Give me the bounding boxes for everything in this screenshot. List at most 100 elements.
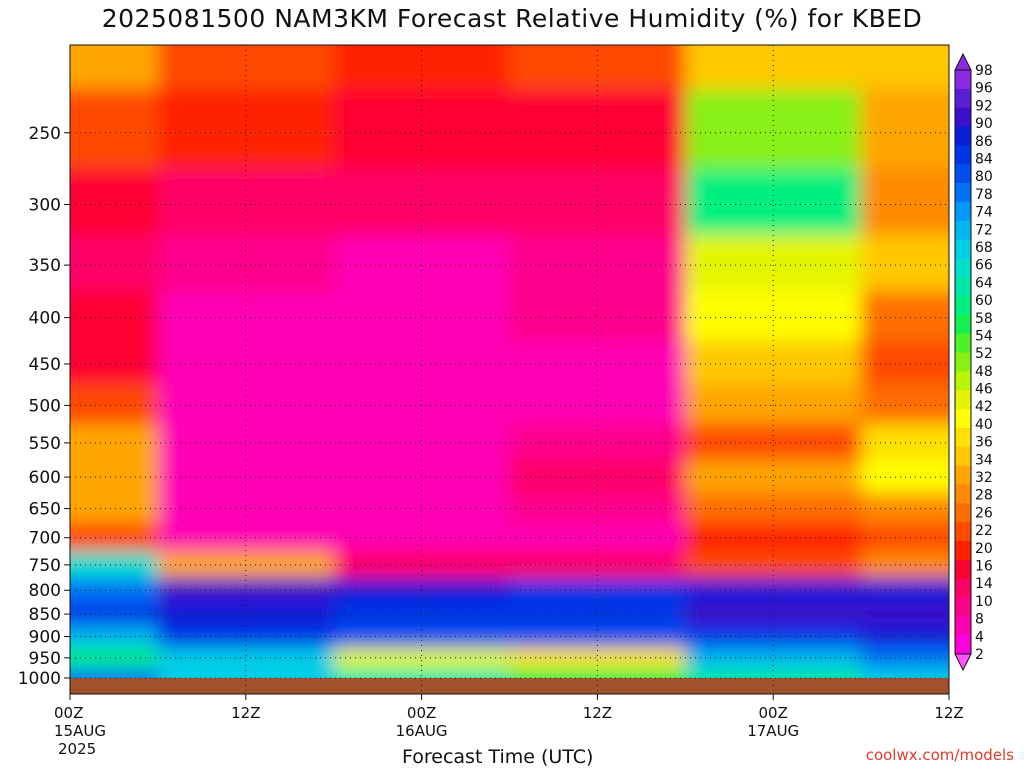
- colorbar-segment: [955, 314, 971, 335]
- y-tick-label: 1000: [18, 669, 61, 689]
- colorbar-segment: [955, 465, 971, 485]
- heatmap-cell: [685, 384, 863, 426]
- y-tick-label: 850: [29, 605, 61, 625]
- colorbar-segment: [955, 201, 971, 222]
- colorbar-tick-label: 98: [975, 63, 993, 79]
- colorbar-tick-label: 40: [975, 417, 993, 433]
- y-tick-label: 800: [29, 581, 61, 601]
- heatmap-cell: [509, 168, 687, 236]
- heatmap-cell: [509, 88, 687, 170]
- heatmap-cell: [509, 291, 687, 342]
- heatmap-cell: [685, 291, 863, 342]
- heatmap-cell: [70, 647, 159, 669]
- heatmap-cell: [509, 667, 687, 678]
- x-tick-label: 12Z: [231, 704, 260, 722]
- heatmap-cell: [861, 88, 949, 170]
- colorbar-tick-label: 10: [975, 594, 993, 610]
- x-tick-date: 16AUG: [396, 722, 448, 740]
- colorbar-segment: [955, 88, 971, 109]
- x-tick-label: 00Z: [54, 704, 83, 722]
- heatmap-cell: [157, 45, 335, 90]
- heatmap-cell: [509, 234, 687, 293]
- colorbar-bottom-arrow: [954, 653, 972, 672]
- colorbar-tick-label: 28: [975, 488, 993, 504]
- y-axis: 250 300 350 400 450 500 550 600 650 700 750 800 850 9…: [18, 124, 70, 689]
- heatmap-cell: [333, 523, 511, 553]
- y-tick-label: 950: [29, 649, 61, 669]
- heatmap-cell: [509, 45, 687, 90]
- colorbar-tick-label: 54: [975, 328, 993, 344]
- colorbar-tick-label: 46: [975, 382, 993, 398]
- x-tick-date: 15AUG: [54, 722, 106, 740]
- colorbar-tick-label: 86: [975, 134, 993, 150]
- colorbar-segment: [955, 597, 971, 617]
- heatmap-cell: [333, 291, 511, 342]
- x-tick-label: 00Z: [407, 704, 436, 722]
- colorbar-segment: [955, 239, 971, 259]
- colorbar-tick-label: 84: [975, 151, 993, 167]
- colorbar-segment: [955, 578, 971, 598]
- heatmap-cell: [685, 45, 863, 90]
- heatmap-cell: [861, 291, 949, 342]
- heatmap-cell: [157, 647, 335, 669]
- heatmap-cell: [70, 577, 159, 604]
- heatmap: [70, 45, 949, 678]
- heatmap-cell: [685, 88, 863, 170]
- heatmap-cell: [685, 234, 863, 293]
- colorbar-segment: [955, 446, 971, 467]
- x-tick-label: 12Z: [934, 704, 963, 722]
- y-tick-label: 550: [29, 434, 61, 454]
- heatmap-cell: [70, 625, 159, 649]
- colorbar-tick-label: 66: [975, 258, 993, 274]
- heatmap-cell: [157, 291, 335, 342]
- colorbar-segment: [955, 409, 971, 429]
- colorbar-tick-label: 2: [975, 647, 984, 663]
- heatmap-cell: [333, 384, 511, 426]
- heatmap-cell: [509, 340, 687, 386]
- colorbar-tick-label: 80: [975, 169, 993, 185]
- colorbar-top-arrow: [954, 52, 972, 71]
- colorbar-tick-label: 20: [975, 541, 993, 557]
- ground-surface: [70, 678, 949, 694]
- colorbar-segment: [955, 559, 971, 580]
- heatmap-cell: [157, 625, 335, 649]
- heatmap-cell: [509, 647, 687, 669]
- colorbar-tick-label: 26: [975, 505, 993, 521]
- heatmap-cell: [509, 625, 687, 649]
- colorbar-tick-label: 48: [975, 364, 993, 380]
- colorbar-tick-label: 78: [975, 187, 993, 203]
- credit-watermark: coolwx.com/models: [865, 746, 1014, 764]
- colorbar-tick-label: 16: [975, 559, 993, 575]
- heatmap-cell: [333, 602, 511, 627]
- colorbar-tick-label: 72: [975, 222, 993, 238]
- y-tick-label: 500: [29, 396, 61, 416]
- plot-frame: [69, 44, 950, 695]
- heatmap-cell: [333, 647, 511, 669]
- heatmap-cell: [685, 168, 863, 236]
- x-tick-label: 00Z: [759, 704, 788, 722]
- colorbar-segment: [955, 503, 971, 523]
- heatmap-cell: [333, 88, 511, 170]
- colorbar-segment: [955, 277, 971, 297]
- heatmap-cell: [861, 168, 949, 236]
- colorbar-segment: [955, 427, 971, 448]
- colorbar-tick-label: 64: [975, 275, 993, 291]
- heatmap-cell: [333, 340, 511, 386]
- colorbar-segment: [955, 390, 971, 410]
- heatmap-cell: [157, 523, 335, 553]
- heatmap-cell: [70, 459, 159, 494]
- y-tick-label: 650: [29, 500, 61, 520]
- colorbar-tick-label: 14: [975, 576, 993, 592]
- heatmap-cell: [685, 492, 863, 525]
- colorbar-segment: [955, 484, 971, 504]
- y-tick-label: 300: [29, 195, 61, 215]
- heatmap-cell: [333, 45, 511, 90]
- heatmap-cell: [333, 492, 511, 525]
- colorbar-segment: [955, 540, 971, 561]
- heatmap-cell: [685, 667, 863, 678]
- colorbar-tick-label: 96: [975, 81, 993, 97]
- heatmap-cell: [157, 492, 335, 525]
- colorbar-segment: [955, 333, 971, 354]
